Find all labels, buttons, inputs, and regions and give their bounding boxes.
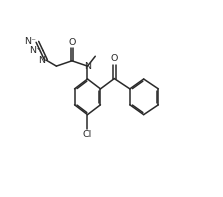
Text: O: O (68, 38, 76, 47)
Text: O: O (111, 54, 118, 63)
Text: N⁺: N⁺ (29, 46, 41, 55)
Text: N: N (38, 56, 45, 65)
Text: N⁻: N⁻ (25, 37, 37, 46)
Text: Cl: Cl (83, 130, 92, 139)
Text: N: N (84, 62, 91, 71)
